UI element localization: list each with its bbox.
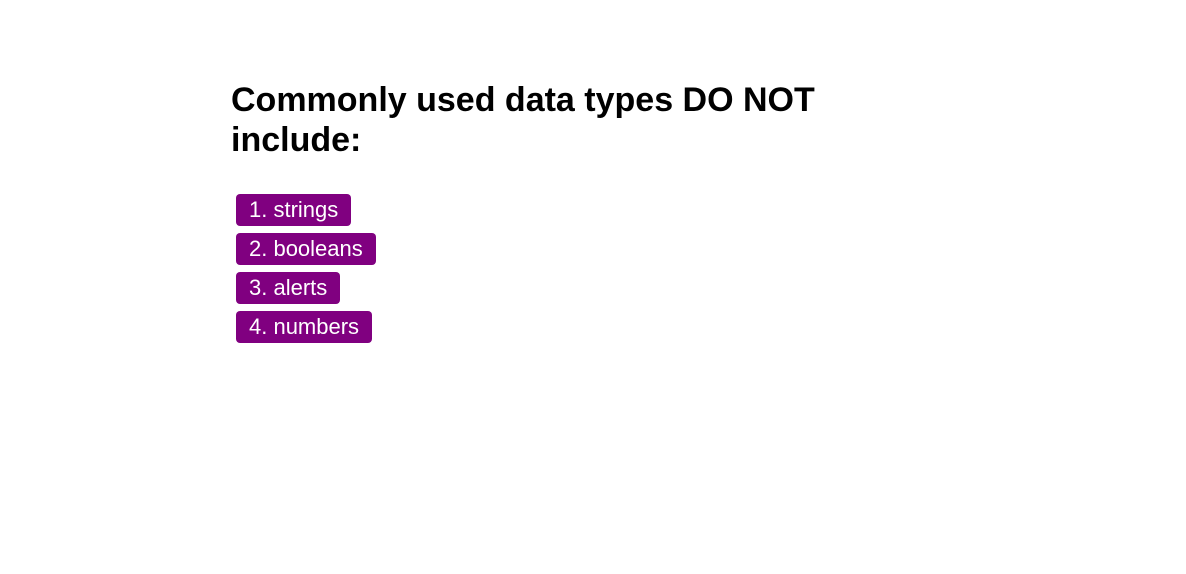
list-item: 3. alerts: [236, 272, 341, 304]
quiz-container: Commonly used data types DO NOT include:…: [231, 80, 891, 350]
answer-choices-list: 1. strings 2. booleans 3. alerts 4. numb…: [236, 194, 891, 343]
answer-choice-button-1[interactable]: 1. strings: [236, 194, 352, 226]
answer-choice-button-2[interactable]: 2. booleans: [236, 233, 376, 265]
list-item: 4. numbers: [236, 311, 373, 343]
list-item: 1. strings: [236, 194, 352, 226]
answer-choice-button-4[interactable]: 4. numbers: [236, 311, 373, 343]
question-title: Commonly used data types DO NOT include:: [231, 81, 815, 159]
list-item: 2. booleans: [236, 233, 376, 265]
answer-choice-button-3[interactable]: 3. alerts: [236, 272, 341, 304]
